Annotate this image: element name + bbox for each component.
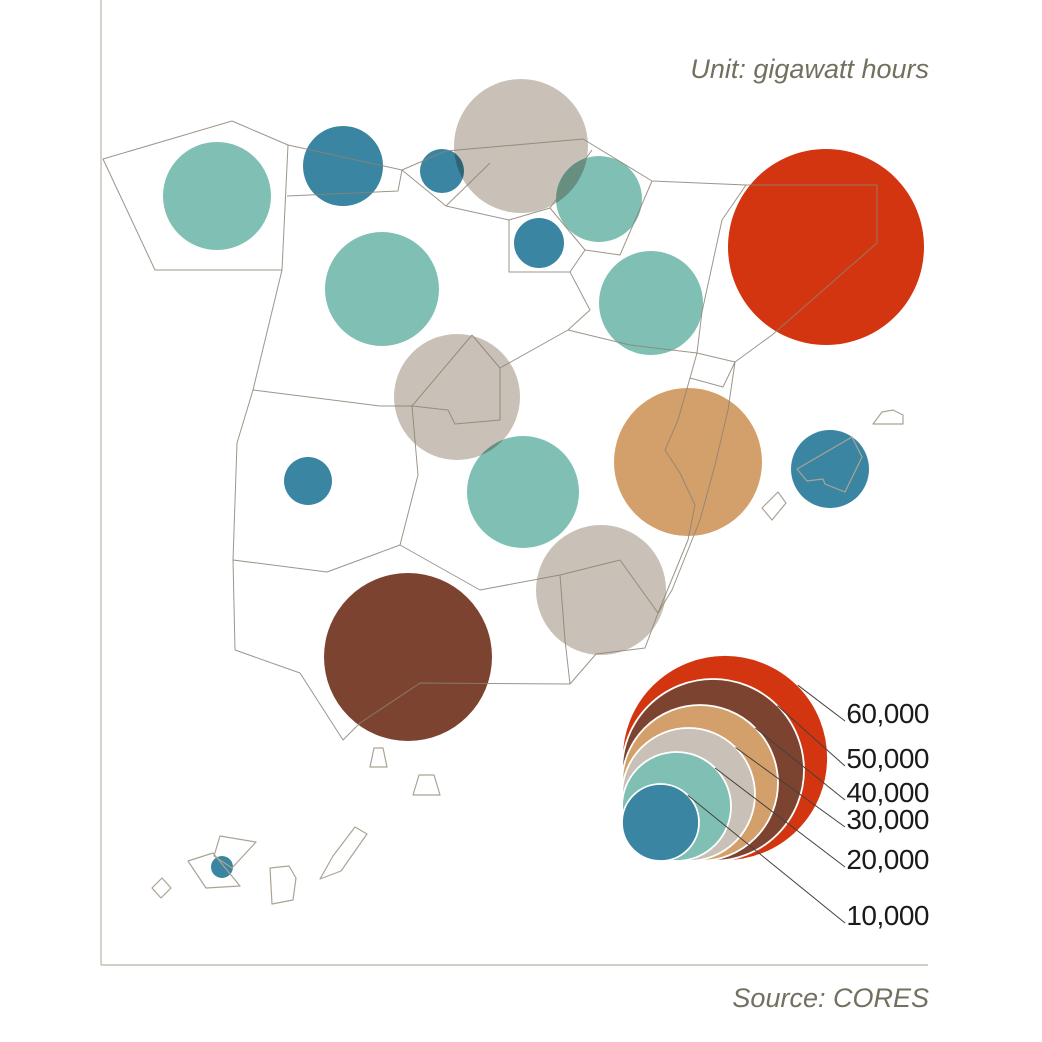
legend-leader-60000 — [797, 684, 846, 722]
bubble-murcia — [536, 525, 666, 655]
border-basque-south — [445, 205, 510, 221]
island-fuerteventura — [319, 826, 368, 880]
map-islands — [151, 409, 904, 905]
bubble-basque-country — [454, 79, 588, 213]
bubble-balearic-islands — [791, 430, 869, 508]
coast-south — [234, 649, 571, 741]
bubble-extremadura — [284, 457, 332, 505]
border-portugal — [232, 269, 283, 651]
bubble-canary-islands — [211, 856, 233, 878]
border-extremadura-south — [232, 544, 401, 573]
legend-leader-30000 — [735, 747, 846, 828]
border-andalusia-north — [399, 544, 561, 591]
region-galicia — [102, 120, 289, 271]
legend-leader-50000 — [777, 705, 846, 767]
coast-east — [569, 361, 736, 685]
region-la-rioja — [508, 207, 586, 273]
island-ceuta — [369, 747, 388, 768]
bubble-valencia — [614, 388, 762, 536]
border-asturias-south — [286, 169, 403, 197]
bubble-madrid — [394, 334, 520, 460]
border-extremadura-east — [399, 405, 419, 546]
border-aragon-catalonia — [696, 184, 747, 363]
bubble-cantabria — [420, 149, 464, 193]
border-valencia-west — [657, 377, 696, 614]
bubble-asturias — [303, 126, 383, 206]
legend-label-50000: 50,000 — [846, 743, 929, 774]
bubble-andalusia — [324, 573, 492, 741]
border-cantabria-east — [445, 162, 491, 207]
source-caption: Source: CORES — [732, 983, 929, 1013]
island-la-palma — [213, 835, 257, 869]
border-navarra-east — [584, 180, 653, 256]
bubble-navarra — [556, 156, 642, 242]
bubble-la-rioja — [514, 218, 564, 268]
border-basque-east — [549, 149, 593, 209]
bubble-castilla-la-mancha — [467, 436, 579, 548]
legend-leader-lines — [687, 684, 846, 924]
island-menorca — [872, 409, 904, 425]
legend-circle-10000 — [621, 783, 700, 862]
region-catalonia — [734, 184, 878, 363]
bubble-castilla-y-leon — [325, 232, 439, 346]
legend-leader-10000 — [687, 794, 846, 924]
legend-label-20000: 20,000 — [846, 844, 929, 875]
border-valencia-north — [689, 352, 736, 388]
coast-north — [287, 138, 747, 186]
size-legend — [621, 654, 829, 862]
island-mallorca — [796, 436, 863, 493]
legend-label-10000: 10,000 — [846, 900, 929, 931]
bubble-galicia — [163, 142, 271, 250]
map-boundaries — [102, 120, 878, 741]
border-cantabria-west — [401, 169, 447, 207]
legend-label-60000: 60,000 — [846, 698, 929, 729]
island-melilla — [412, 774, 441, 796]
legend-leader-40000 — [754, 727, 846, 801]
region-bubbles — [163, 79, 924, 878]
unit-caption: Unit: gigawatt hours — [690, 54, 929, 84]
island-tenerife — [187, 852, 241, 889]
bubble-catalonia — [728, 149, 924, 345]
bubble-aragon — [599, 251, 703, 355]
legend-label-40000: 40,000 — [846, 777, 929, 808]
island-ibiza — [761, 491, 787, 521]
island-gran-canaria — [269, 865, 297, 905]
border-cyl-south — [252, 389, 412, 407]
border-murcia-north — [559, 559, 621, 576]
legend-label-30000: 30,000 — [846, 804, 929, 835]
border-murcia-west — [559, 574, 571, 685]
chart-frame — [100, 0, 928, 966]
border-murcia-northeast — [619, 559, 659, 614]
border-clm-aragon — [567, 329, 698, 354]
legend-leader-20000 — [714, 767, 846, 868]
island-el-hierro — [151, 877, 172, 899]
border-cyl-east — [499, 271, 591, 369]
